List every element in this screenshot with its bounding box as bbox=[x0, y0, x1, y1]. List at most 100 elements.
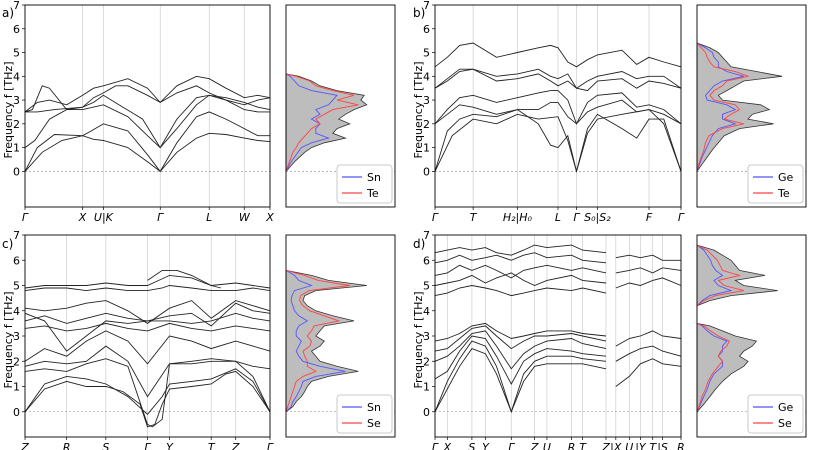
y-tick-label: 5 bbox=[423, 47, 430, 60]
kpoint-label: X bbox=[78, 211, 87, 224]
band-frame bbox=[24, 4, 271, 208]
kpoint-label: S bbox=[468, 441, 475, 450]
band-line bbox=[615, 345, 682, 362]
dos-total-area bbox=[285, 270, 367, 413]
y-axis-label: Frequency f [THz] bbox=[412, 291, 425, 388]
band-frame bbox=[24, 234, 271, 438]
panel-label: c) bbox=[2, 237, 13, 251]
band-line bbox=[24, 302, 271, 352]
kpoint-label: T bbox=[208, 441, 216, 450]
legend-entry: Sn bbox=[367, 401, 381, 414]
band-line bbox=[24, 330, 271, 365]
band-line bbox=[615, 358, 682, 387]
panel-c: c) Frequency f [THz] Z R S Γ Y T Z Γ 0 1 2 3 4 5 6 7 Sn Se bbox=[2, 229, 396, 450]
y-axis-label: Frequency f [THz] bbox=[412, 61, 425, 158]
band-line bbox=[434, 252, 607, 264]
y-tick-label: 6 bbox=[423, 254, 430, 267]
panel-label: d) bbox=[413, 237, 425, 251]
y-tick-label: 3 bbox=[13, 330, 20, 343]
dos-total-area bbox=[696, 244, 778, 413]
kpoint-label: F bbox=[646, 211, 653, 224]
kpoint-label: Γ bbox=[144, 441, 151, 450]
y-tick-label: 4 bbox=[423, 70, 430, 83]
legend: Sn Se bbox=[336, 394, 393, 434]
dos-series-sn bbox=[285, 73, 338, 172]
kpoint-label: U bbox=[543, 441, 551, 450]
panel-a: a) Frequency f [THz] Γ X U|K Γ L W X 0 1 2 3 4 5 6 7 Sn Te bbox=[2, 0, 396, 224]
dos-series-ge bbox=[696, 244, 733, 412]
legend-entry: Te bbox=[366, 187, 379, 200]
dos-frame bbox=[285, 4, 396, 208]
dos-series-te bbox=[696, 42, 750, 172]
band-line bbox=[24, 274, 271, 289]
band-line bbox=[434, 335, 607, 385]
band-line bbox=[24, 345, 271, 398]
band-line bbox=[24, 85, 271, 113]
panel-label: b) bbox=[413, 6, 425, 20]
legend: Ge Te bbox=[747, 164, 804, 204]
band-line bbox=[25, 94, 270, 149]
band-line bbox=[434, 109, 682, 172]
legend: Sn Te bbox=[336, 164, 393, 204]
band-line bbox=[24, 322, 271, 332]
kpoint-label: Z bbox=[231, 441, 240, 450]
legend-box bbox=[336, 164, 393, 204]
band-line bbox=[615, 277, 682, 289]
band-line bbox=[615, 267, 682, 274]
band-line bbox=[615, 254, 681, 261]
y-tick-label: 6 bbox=[423, 23, 430, 36]
y-tick-label: 1 bbox=[13, 381, 20, 394]
legend-box bbox=[336, 394, 393, 434]
y-tick-label: 5 bbox=[423, 280, 430, 293]
dos-series-se bbox=[696, 244, 744, 412]
dos-series-ge bbox=[696, 42, 744, 172]
kpoint-label: Γ bbox=[678, 211, 685, 224]
y-tick-label: 2 bbox=[13, 118, 20, 131]
y-tick-label: 7 bbox=[423, 229, 430, 242]
band-line bbox=[434, 340, 607, 414]
dos-total-area bbox=[696, 42, 783, 173]
y-tick-label: 3 bbox=[13, 94, 20, 107]
kpoint-label: L bbox=[555, 211, 561, 224]
y-tick-label: 5 bbox=[13, 280, 20, 293]
kpoint-label: L bbox=[206, 211, 212, 224]
y-tick-label: 0 bbox=[13, 406, 20, 419]
band-line bbox=[24, 300, 271, 324]
kpoint-label: Γ bbox=[432, 211, 439, 224]
kpoint-label: Z bbox=[530, 441, 539, 450]
kpoint-label: Y bbox=[166, 441, 174, 450]
y-tick-label: 2 bbox=[423, 118, 430, 131]
y-tick-label: 7 bbox=[13, 0, 20, 12]
kpoint-label: |S bbox=[657, 441, 668, 450]
band-line bbox=[24, 75, 271, 113]
y-tick-label: 6 bbox=[13, 23, 20, 36]
band-frame bbox=[434, 234, 682, 438]
band-line bbox=[434, 42, 682, 68]
kpoint-label: |X bbox=[610, 441, 622, 450]
legend-entry: Ge bbox=[778, 401, 794, 414]
kpoint-label: Γ bbox=[573, 211, 580, 224]
kpoint-label: R bbox=[568, 441, 576, 450]
legend-box bbox=[747, 394, 804, 434]
panel-label: a) bbox=[2, 6, 14, 20]
band-line bbox=[434, 272, 607, 286]
y-tick-label: 1 bbox=[423, 142, 430, 155]
dos-frame bbox=[285, 234, 396, 438]
y-tick-label: 2 bbox=[13, 355, 20, 368]
dos-total-area bbox=[285, 73, 368, 173]
band-line bbox=[434, 322, 607, 342]
y-tick-label: 3 bbox=[423, 94, 430, 107]
kpoint-label: X bbox=[265, 211, 274, 224]
kpoint-label: R bbox=[63, 441, 71, 450]
y-tick-label: 4 bbox=[423, 305, 430, 318]
legend-entry: Se bbox=[778, 417, 792, 430]
kpoint-label: T bbox=[579, 441, 587, 450]
band-line bbox=[24, 285, 271, 292]
y-tick-label: 7 bbox=[13, 229, 20, 242]
y-tick-label: 5 bbox=[13, 47, 20, 60]
band-line bbox=[24, 358, 271, 428]
band-line bbox=[434, 244, 607, 256]
dos-frame bbox=[696, 234, 807, 438]
legend-entry: Te bbox=[777, 187, 790, 200]
